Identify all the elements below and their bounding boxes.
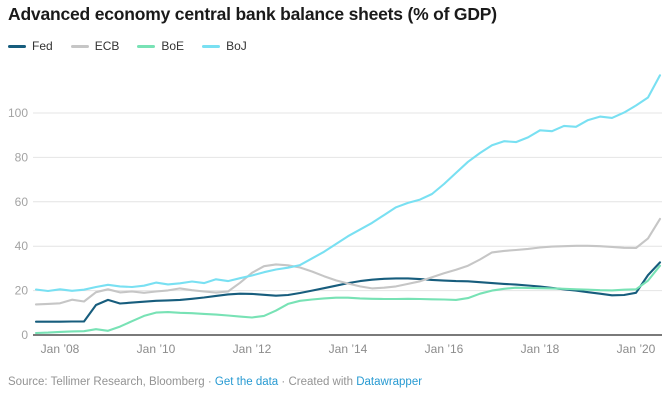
footer-separator: · xyxy=(281,376,286,388)
legend-label-boe: BoE xyxy=(161,39,185,53)
chart-title: Advanced economy central bank balance sh… xyxy=(8,4,497,24)
x-tick-label: Jan ’08 xyxy=(41,342,80,356)
legend-label-ecb: ECB xyxy=(94,39,120,53)
datawrapper-link[interactable]: Datawrapper xyxy=(356,376,423,388)
y-tick-label: 40 xyxy=(15,239,29,253)
x-tick-label: Jan ’20 xyxy=(617,342,656,356)
y-tick-label: 20 xyxy=(15,284,29,298)
line-ecb xyxy=(34,217,662,306)
boj-line-swatch-icon xyxy=(202,44,221,48)
x-tick-label: Jan ’12 xyxy=(233,342,272,356)
y-tick-label: 100 xyxy=(8,106,28,120)
legend-label-boj: BoJ xyxy=(226,39,247,53)
legend-item-ecb: ECB xyxy=(70,39,120,53)
legend-label-fed: Fed xyxy=(32,39,53,53)
line-chart-plot: 0 20 40 60 80 100 Jan ’08 Jan ’10 Jan ’12 Jan ’14… xyxy=(8,74,662,356)
y-tick-label: 60 xyxy=(15,195,29,209)
footer-separator: · xyxy=(207,376,212,388)
chart-legend: Fed ECB BoE BoJ xyxy=(8,39,247,53)
x-tick-label: Jan ’10 xyxy=(137,342,176,356)
line-boe xyxy=(34,264,662,335)
ecb-line-swatch-icon xyxy=(70,44,89,48)
x-tick-label: Jan ’18 xyxy=(521,342,560,356)
boe-line-swatch-icon xyxy=(137,44,156,48)
x-tick-label: Jan ’14 xyxy=(329,342,368,356)
x-tick-label: Jan ’16 xyxy=(425,342,464,356)
legend-item-boj: BoJ xyxy=(202,39,247,53)
get-the-data-link[interactable]: Get the data xyxy=(214,376,279,388)
y-tick-label: 80 xyxy=(15,150,29,164)
legend-item-fed: Fed xyxy=(8,39,53,53)
y-tick-label: 0 xyxy=(21,328,28,342)
line-boj xyxy=(34,74,662,293)
chart-footer: Source: Tellimer Research, Bloomberg · G… xyxy=(8,376,422,388)
legend-item-boe: BoE xyxy=(137,39,184,53)
source-text: Source: Tellimer Research, Bloomberg xyxy=(8,376,205,388)
fed-line-swatch-icon xyxy=(8,44,26,48)
created-with-text: Created with xyxy=(288,376,354,388)
